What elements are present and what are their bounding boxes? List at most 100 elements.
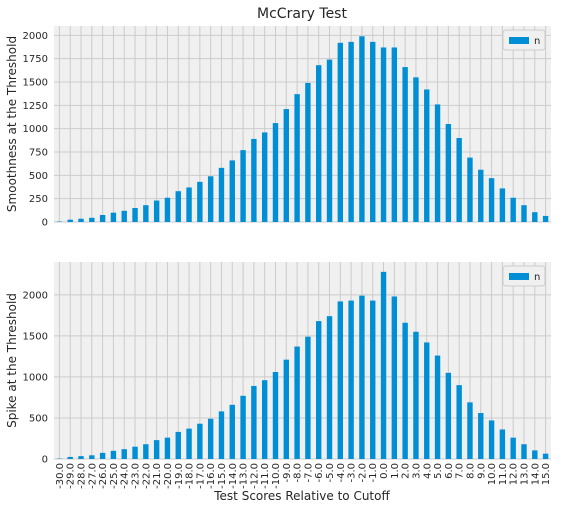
bar-4.0	[424, 89, 430, 222]
x-tick-label: -29.0	[66, 463, 77, 489]
bar-0.0	[380, 271, 387, 459]
y-tick-label: 500	[29, 413, 48, 424]
bar--17.0	[197, 423, 203, 459]
x-tick-label: 12.0	[509, 463, 520, 485]
bar-4.0	[424, 342, 430, 459]
x-tick-label: -10.0	[271, 463, 282, 489]
bar--1.0	[370, 300, 376, 459]
bar--22.0	[143, 444, 149, 459]
bar-13.0	[521, 444, 527, 459]
bar-7.0	[456, 385, 462, 459]
x-tick-label: -6.0	[314, 463, 325, 483]
bar--13.0	[240, 150, 246, 222]
bar--25.0	[110, 450, 117, 459]
x-tick-label: -12.0	[249, 463, 260, 489]
x-tick-label: -5.0	[325, 463, 336, 483]
bar--7.0	[305, 82, 311, 222]
bar-3.0	[413, 331, 419, 459]
bar-8.0	[467, 402, 473, 459]
bar--2.0	[359, 295, 365, 459]
spike-chart: 0 500 1000 1500 2000 Spike at the Threshold n -…	[5, 262, 552, 489]
x-tick-label: -8.0	[293, 463, 304, 483]
bar--14.0	[229, 160, 235, 222]
bar--29.0	[67, 456, 73, 459]
legend-swatch	[509, 37, 529, 44]
bar--4.0	[337, 301, 344, 459]
x-tick-label: -21.0	[152, 463, 163, 489]
y-axis-label: Spike at the Threshold	[5, 293, 19, 428]
bar--15.0	[218, 411, 225, 459]
x-tick-label: 5.0	[433, 463, 444, 479]
y-tick-label: 500	[29, 171, 48, 182]
x-tick-label: -16.0	[206, 463, 217, 489]
bar-13.0	[521, 205, 527, 222]
bar-8.0	[467, 157, 473, 222]
x-tick-label: -23.0	[131, 463, 142, 489]
bar--18.0	[186, 187, 192, 222]
bar--7.0	[305, 336, 311, 459]
legend-label: n	[534, 36, 540, 47]
bar-2.0	[402, 67, 408, 222]
bar--28.0	[78, 456, 84, 459]
bar--21.0	[153, 200, 160, 222]
x-tick-label: -19.0	[174, 463, 185, 489]
x-tick-label: 7.0	[455, 463, 466, 479]
bar--20.0	[164, 197, 171, 222]
x-tick-label: 2.0	[401, 463, 412, 479]
y-tick-label: 1750	[23, 54, 48, 65]
bar-6.0	[445, 124, 452, 222]
y-axis-label: Smoothness at the Threshold	[5, 36, 19, 212]
bar--21.0	[153, 440, 160, 459]
bar-10.0	[488, 420, 495, 459]
x-tick-label: -22.0	[141, 463, 152, 489]
bar--4.0	[337, 42, 344, 222]
legend: n	[502, 265, 546, 287]
y-tick-label: 1250	[23, 101, 48, 112]
bar--10.0	[272, 371, 279, 459]
bar-3.0	[413, 77, 419, 222]
bar--23.0	[132, 208, 138, 222]
bar--14.0	[229, 404, 235, 459]
bar--12.0	[251, 138, 257, 222]
bar--25.0	[110, 212, 117, 222]
bar--3.0	[348, 300, 354, 459]
plot-area	[54, 26, 551, 222]
bar--12.0	[251, 385, 257, 459]
x-tick-label: -24.0	[120, 463, 131, 489]
bar--22.0	[143, 205, 149, 222]
bar--3.0	[348, 41, 354, 222]
bar--29.0	[67, 219, 73, 222]
x-tick-label: 13.0	[519, 463, 530, 485]
bar--6.0	[316, 65, 322, 222]
bar--1.0	[370, 41, 376, 222]
bar-9.0	[478, 169, 484, 222]
bar-15.0	[542, 215, 549, 222]
y-tick-label: 1000	[23, 372, 48, 383]
bar-12.0	[510, 437, 516, 459]
x-tick-label: -30.0	[55, 463, 66, 489]
bar-1.0	[391, 47, 398, 222]
x-tick-label: -13.0	[239, 463, 250, 489]
bar--9.0	[283, 109, 289, 222]
x-tick-label: -26.0	[98, 463, 109, 489]
bar-11.0	[499, 429, 506, 459]
x-tick-label: 9.0	[476, 463, 487, 479]
x-tick-label: -7.0	[303, 463, 314, 483]
y-tick-label: 0	[42, 455, 48, 466]
x-tick-label: 0.0	[379, 463, 390, 479]
x-tick-label: -27.0	[87, 463, 98, 489]
bar--20.0	[164, 437, 171, 459]
bar--18.0	[186, 428, 192, 459]
bar-14.0	[532, 212, 538, 222]
bar--13.0	[240, 395, 246, 459]
x-tick-label: 14.0	[530, 463, 541, 485]
bar--15.0	[218, 167, 225, 222]
bar--16.0	[207, 418, 214, 459]
x-tick-label: -11.0	[260, 463, 271, 489]
y-tick-label: 1000	[23, 124, 48, 135]
bar--2.0	[359, 36, 365, 223]
y-tick-label: 250	[29, 194, 48, 205]
x-tick-label: 8.0	[465, 463, 476, 479]
bar--10.0	[272, 123, 279, 222]
